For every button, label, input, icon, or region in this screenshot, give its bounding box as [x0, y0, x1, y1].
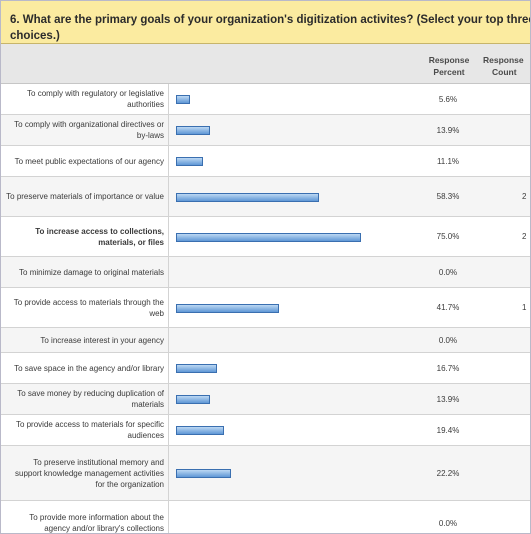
table-row: To meet public expectations of our agenc… [1, 146, 530, 177]
response-percent-value: 16.7% [436, 363, 460, 373]
response-percent-value: 75.0% [436, 232, 460, 241]
response-percent-value: 13.9% [436, 394, 460, 404]
response-count-value [477, 446, 530, 500]
bar-cell [169, 84, 419, 114]
category-label: To provide more information about the ag… [1, 501, 169, 533]
category-label: To minimize damage to original materials [1, 257, 169, 287]
bar [176, 232, 361, 242]
table-row: To provide access to materials for speci… [1, 415, 530, 446]
category-label: To preserve materials of importance or v… [1, 177, 169, 216]
response-count-value [477, 353, 530, 383]
response-count-value: 2 [522, 232, 527, 241]
category-label: To preserve institutional memory and sup… [1, 446, 169, 500]
category-label: To comply with organizational directives… [1, 115, 169, 145]
bar-cell [169, 115, 419, 145]
column-header-row: Response Percent Response Count [1, 44, 530, 84]
response-count-value [477, 328, 530, 352]
bar [176, 395, 210, 404]
table-row: To preserve institutional memory and sup… [1, 446, 530, 501]
bar-cell [169, 384, 419, 414]
bar-cell [169, 217, 419, 256]
response-count-header: Response Count [483, 54, 530, 78]
bar [176, 364, 217, 373]
response-count-value [477, 384, 530, 414]
table-row: To minimize damage to original materials… [1, 257, 530, 288]
question-header: 6. What are the primary goals of your or… [1, 1, 531, 44]
response-count-value [477, 501, 530, 533]
response-count-header-line2: Count [492, 67, 517, 77]
category-label: To comply with regulatory or legislative… [1, 84, 169, 114]
table-row: To provide access to materials through t… [1, 288, 530, 328]
bar [176, 192, 319, 202]
response-count-value: 2 [522, 192, 527, 201]
bar-cell [169, 257, 419, 287]
table-row: To save money by reducing duplication of… [1, 384, 530, 415]
table-row: To comply with regulatory or legislative… [1, 84, 530, 115]
bar [176, 95, 190, 104]
bar [176, 426, 224, 435]
bar-cell [169, 288, 419, 327]
response-count-value [477, 257, 530, 287]
category-label: To save space in the agency and/or libra… [1, 353, 169, 383]
table-row: To save space in the agency and/or libra… [1, 353, 530, 384]
response-percent-header-line2: Percent [433, 67, 465, 77]
response-count-value [477, 415, 530, 445]
bar [176, 469, 231, 478]
category-label: To meet public expectations of our agenc… [1, 146, 169, 176]
bar [176, 157, 203, 166]
response-percent-value: 58.3% [436, 192, 460, 201]
table-row: To provide more information about the ag… [1, 501, 530, 533]
response-percent-value: 19.4% [436, 425, 460, 435]
response-count-value [477, 115, 530, 145]
bar-cell [169, 353, 419, 383]
bar-cell [169, 446, 419, 500]
response-count-header-line1: Response [483, 55, 524, 65]
table-row: To increase interest in your agency 0.0% [1, 328, 530, 353]
category-label: To save money by reducing duplication of… [1, 384, 169, 414]
response-percent-header: Response Percent [424, 54, 474, 78]
bar-cell [169, 328, 419, 352]
response-percent-value: 0.0% [438, 267, 458, 277]
bar-cell [169, 146, 419, 176]
response-percent-value: 13.9% [436, 125, 460, 135]
response-percent-value: 41.7% [436, 303, 460, 312]
category-label: To provide access to materials for speci… [1, 415, 169, 445]
response-percent-value: 0.0% [438, 518, 458, 528]
bar [176, 303, 279, 313]
table-row: To comply with organizational directives… [1, 115, 530, 146]
response-count-value [477, 146, 530, 176]
response-percent-header-line1: Response [428, 55, 470, 65]
bar-cell [169, 501, 419, 533]
category-label: To increase interest in your agency [1, 328, 169, 352]
question-title: 6. What are the primary goals of your or… [10, 14, 531, 42]
bar-cell [169, 415, 419, 445]
response-count-value [477, 84, 530, 114]
table-row: To increase access to collections, mater… [1, 217, 530, 257]
response-count-value: 1 [522, 303, 527, 312]
bar [176, 126, 210, 135]
response-percent-value: 11.1% [436, 156, 460, 166]
response-percent-value: 5.6% [438, 94, 458, 104]
bar-cell [169, 177, 419, 216]
response-percent-value: 22.2% [436, 468, 460, 478]
response-percent-value: 0.0% [438, 335, 458, 345]
table-row: To preserve materials of importance or v… [1, 177, 530, 217]
category-label: To increase access to collections, mater… [1, 217, 169, 256]
category-label: To provide access to materials through t… [1, 288, 169, 327]
